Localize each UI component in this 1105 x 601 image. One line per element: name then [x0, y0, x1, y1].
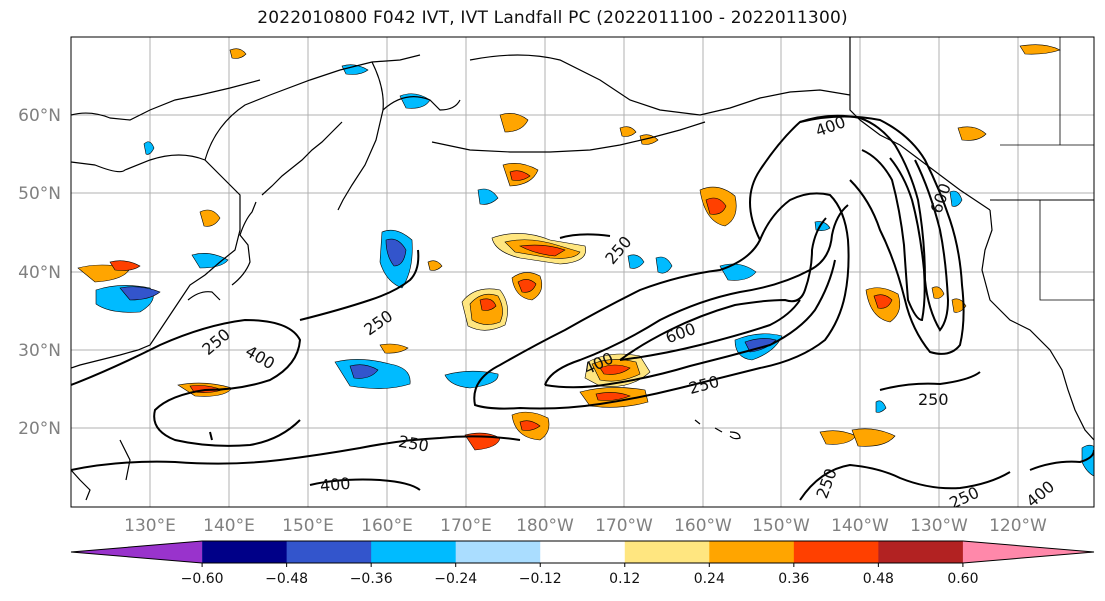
lon-label: 140°E	[203, 516, 255, 536]
colorbar-tick-label: 0.12	[609, 571, 640, 587]
contour-label-400: 400	[319, 474, 351, 496]
negative-pc-fills	[95, 64, 1094, 477]
colorbar-tick-label: −0.60	[181, 571, 224, 587]
ivt-contours	[71, 114, 1094, 501]
lat-label: 50°N	[18, 184, 61, 204]
colorbar-tick-label: 0.48	[863, 571, 894, 587]
map-frame	[70, 36, 1095, 508]
colorbar-ticks: −0.60 −0.48 −0.36 −0.24 −0.12 0.12 0.24 0.36 0.4…	[181, 563, 978, 587]
colorbar-bin	[202, 541, 288, 563]
contour-label-250: 250	[918, 390, 949, 409]
lon-label: 170°E	[440, 516, 492, 536]
colorbar-bin	[793, 541, 879, 563]
lon-label: 130°E	[124, 516, 176, 536]
lon-label: 130°W	[910, 516, 968, 536]
colorbar-segments	[70, 540, 1095, 564]
lat-label: 60°N	[18, 106, 61, 126]
lon-label: 120°W	[989, 516, 1047, 536]
gridlines	[71, 37, 1094, 507]
colorbar: −0.60 −0.48 −0.36 −0.24 −0.12 0.12 0.24 0.36 0.4…	[70, 540, 1095, 587]
colorbar-bin	[455, 541, 541, 563]
colorbar-extension-max	[962, 541, 1094, 563]
colorbar-tick-label: −0.12	[519, 571, 562, 587]
lat-labels: 60°N 50°N 40°N 30°N 20°N	[18, 106, 61, 439]
colorbar-bin	[371, 541, 457, 563]
lat-label: 40°N	[18, 263, 61, 283]
lon-label: 160°W	[674, 516, 732, 536]
colorbar-tick-label: −0.48	[265, 571, 308, 587]
lon-label: 140°W	[831, 516, 889, 536]
colorbar-extension-min	[71, 541, 203, 563]
lon-label: 170°W	[595, 516, 653, 536]
colorbar-tick-label: 0.36	[778, 571, 809, 587]
colorbar-bin	[709, 541, 795, 563]
lon-label: 150°W	[752, 516, 810, 536]
lon-labels: 130°E 140°E 150°E 160°E 170°E 180°W 170°…	[124, 516, 1047, 536]
positive-pc-fills	[77, 44, 1061, 451]
lon-label: 160°E	[361, 516, 413, 536]
colorbar-bin	[624, 541, 710, 563]
colorbar-bin	[540, 541, 626, 563]
lon-label: 150°E	[282, 516, 334, 536]
lon-label: 180°W	[516, 516, 574, 536]
colorbar-tick-label: 0.24	[694, 571, 725, 587]
colorbar-tick-label: 0.60	[947, 571, 978, 587]
colorbar-tick-label: −0.36	[350, 571, 393, 587]
coastlines	[71, 37, 1094, 501]
colorbar-bin	[878, 541, 964, 563]
lat-label: 30°N	[18, 341, 61, 361]
lat-label: 20°N	[18, 419, 61, 439]
map-title: 2022010800 F042 IVT, IVT Landfall PC (20…	[257, 8, 848, 28]
colorbar-bin	[286, 541, 372, 563]
colorbar-tick-label: −0.24	[434, 571, 477, 587]
